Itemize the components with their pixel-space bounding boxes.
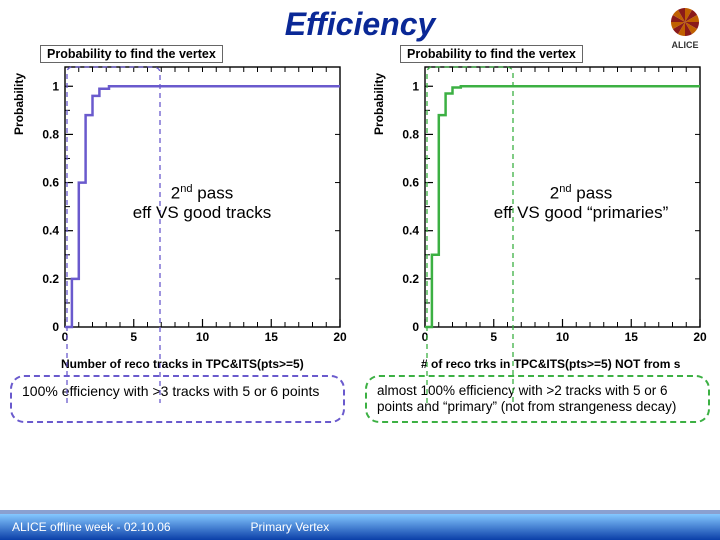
svg-text:10: 10 (196, 330, 210, 344)
svg-text:0: 0 (52, 320, 59, 334)
svg-text:10: 10 (556, 330, 570, 344)
svg-text:5: 5 (130, 330, 137, 344)
svg-text:0: 0 (412, 320, 419, 334)
footer-bar: ALICE offline week - 02.10.06 Primary Ve… (0, 514, 720, 540)
footer-left: ALICE offline week - 02.10.06 (12, 520, 171, 534)
footer-center: Primary Vertex (171, 520, 708, 534)
callout-left-text: 100% efficiency with >3 tracks with 5 or… (22, 383, 319, 399)
svg-text:0.2: 0.2 (402, 272, 419, 286)
svg-text:0.8: 0.8 (402, 127, 419, 141)
title-text: Efficiency (285, 6, 436, 42)
svg-text:0.2: 0.2 (42, 272, 59, 286)
callout-left: 100% efficiency with >3 tracks with 5 or… (10, 375, 345, 423)
callout-right-text: almost 100% efficiency with >2 tracks wi… (377, 383, 676, 414)
callout-row: 100% efficiency with >3 tracks with 5 or… (0, 375, 720, 423)
svg-text:0.6: 0.6 (42, 176, 59, 190)
svg-text:20: 20 (693, 330, 707, 344)
charts-row: Probability to find the vertex Probabili… (0, 47, 720, 357)
chart-panel-right: Probability to find the vertex Probabili… (370, 47, 710, 357)
annotation-right: 2nd passeff VS good “primaries” (466, 183, 696, 223)
svg-text:0.4: 0.4 (42, 224, 59, 238)
svg-text:5: 5 (490, 330, 497, 344)
svg-text:0.4: 0.4 (402, 224, 419, 238)
svg-text:0.6: 0.6 (402, 176, 419, 190)
annotation-left: 2nd passeff VS good tracks (102, 183, 302, 223)
chart-panel-left: Probability to find the vertex Probabili… (10, 47, 350, 357)
callout-right: almost 100% efficiency with >2 tracks wi… (365, 375, 710, 423)
x-label-right: # of reco trks in TPC&ITS(pts>=5) NOT fr… (421, 357, 680, 371)
svg-text:0: 0 (422, 330, 429, 344)
svg-text:0.8: 0.8 (42, 127, 59, 141)
svg-text:0: 0 (62, 330, 69, 344)
y-label-right: Probability (372, 73, 386, 135)
svg-text:15: 15 (265, 330, 279, 344)
svg-text:1: 1 (412, 79, 419, 93)
x-label-left: Number of reco tracks in TPC&ITS(pts>=5) (61, 357, 304, 371)
chart-title-left: Probability to find the vertex (40, 45, 223, 63)
y-label-left: Probability (12, 73, 26, 135)
page-title: Efficiency (0, 0, 720, 43)
svg-text:15: 15 (625, 330, 639, 344)
svg-text:20: 20 (333, 330, 347, 344)
svg-text:1: 1 (52, 79, 59, 93)
chart-title-right: Probability to find the vertex (400, 45, 583, 63)
